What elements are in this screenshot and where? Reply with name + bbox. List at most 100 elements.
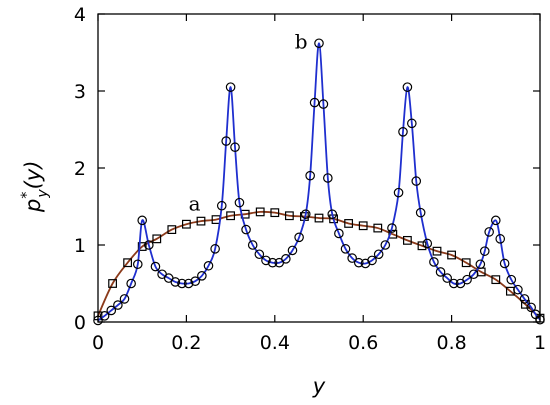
series-b-point xyxy=(126,278,136,289)
series-b xyxy=(93,38,545,326)
series-a-point xyxy=(329,214,338,224)
series-b-point xyxy=(150,261,161,272)
series-b-point xyxy=(468,269,479,280)
series-a-point xyxy=(284,211,294,221)
series-b-point xyxy=(513,284,523,295)
series-b-point xyxy=(190,276,201,286)
series-b-point xyxy=(367,255,377,266)
series-b-point xyxy=(373,249,384,260)
labels-layer: 0 0.2 0.4 0.6 0.8 1 0 1 2 3 4 xyxy=(74,4,546,354)
y-axis-title-arg: (y) xyxy=(21,161,45,190)
series-a-point xyxy=(344,219,354,228)
series-b-point xyxy=(137,215,147,226)
y-tick-label: 1 xyxy=(74,235,86,257)
series-b-point xyxy=(490,215,501,226)
series-b-point xyxy=(314,38,324,49)
series-a-point xyxy=(447,250,456,260)
series-b-point xyxy=(475,259,486,270)
series-b-point xyxy=(119,294,130,304)
series-a-point xyxy=(255,207,265,217)
x-tick-label: 0 xyxy=(92,332,104,354)
series-b-point xyxy=(309,97,320,108)
y-axis-title-sup: * xyxy=(19,192,35,199)
series-b-point xyxy=(398,127,408,137)
series-b-point xyxy=(230,142,240,153)
y-axis-title-sub: y xyxy=(35,189,51,199)
series-b-point xyxy=(210,244,220,254)
series-b-point xyxy=(327,209,338,219)
y-tick-label: 3 xyxy=(74,81,86,103)
x-tick-label: 0.4 xyxy=(260,332,290,354)
series-b-point xyxy=(99,311,110,321)
series-a-point xyxy=(461,258,471,268)
series-b-point xyxy=(442,273,452,283)
y-tick-label: 2 xyxy=(74,158,86,180)
series-b-point xyxy=(347,253,357,263)
series-a-point xyxy=(152,234,162,244)
annotation-a: a xyxy=(189,191,201,215)
series-a-point xyxy=(388,229,398,239)
series-b-point xyxy=(132,259,143,270)
series-b-point xyxy=(415,207,426,218)
series-b-point xyxy=(422,238,433,249)
series-b-point xyxy=(261,255,271,266)
x-tick-label: 1 xyxy=(534,332,546,354)
series-a-line xyxy=(97,210,541,319)
series-b-point xyxy=(506,274,517,285)
series-a-point xyxy=(196,216,206,226)
x-axis-title: y xyxy=(312,374,326,398)
y-tick-label: 4 xyxy=(74,4,86,26)
series-b-point xyxy=(300,209,311,219)
x-tick-label: 0.8 xyxy=(436,332,466,354)
series-b-point xyxy=(340,244,351,254)
annotation-b: b xyxy=(295,30,308,54)
y-axis-title: p*y(y) xyxy=(19,161,51,213)
series-b-point xyxy=(281,254,291,264)
series-a-point xyxy=(373,223,383,233)
series-a-point xyxy=(182,219,191,229)
series-b-point xyxy=(287,245,298,256)
series-b-point xyxy=(234,197,245,208)
y-tick-label: 0 xyxy=(74,312,86,334)
series-a-point xyxy=(226,211,236,221)
series-a-point xyxy=(358,221,368,231)
series-b-point xyxy=(407,118,417,129)
series-b-point xyxy=(353,257,364,268)
series-b-point xyxy=(411,176,422,186)
series-b-point xyxy=(294,232,304,243)
x-tick-label: 0.6 xyxy=(348,332,378,354)
series-b-point xyxy=(318,99,329,109)
series-b-point xyxy=(225,82,236,92)
series-b-point xyxy=(113,300,123,310)
series-a-point xyxy=(167,225,177,235)
series-a-point xyxy=(123,258,133,268)
series-b-point xyxy=(170,277,181,287)
series-b-point xyxy=(387,223,397,233)
series-b-point xyxy=(462,274,472,285)
series-b-point xyxy=(197,270,207,281)
series-a-point xyxy=(417,241,427,251)
series-a-point xyxy=(403,235,412,245)
series-b-point xyxy=(221,136,231,146)
series-b-point xyxy=(144,240,154,250)
series-b-point xyxy=(254,249,265,260)
series-a-point xyxy=(270,208,280,218)
series-b-point xyxy=(435,267,446,277)
series-b-point xyxy=(203,260,214,271)
series-b-point xyxy=(247,240,258,250)
series-b-point xyxy=(495,234,506,244)
series-layer xyxy=(93,38,545,326)
series-a-point xyxy=(432,246,442,256)
series-b-point xyxy=(216,200,227,211)
series-b-point xyxy=(526,302,536,313)
series-b-point xyxy=(241,224,251,235)
series-b-point xyxy=(106,305,117,316)
series-a-point xyxy=(137,242,147,251)
x-tick-label: 0.2 xyxy=(171,332,201,354)
series-b-point xyxy=(334,228,344,239)
series-b-point xyxy=(177,278,187,289)
series-a-point xyxy=(314,213,324,223)
series-a-point xyxy=(491,275,501,285)
series-b-point xyxy=(429,257,439,267)
